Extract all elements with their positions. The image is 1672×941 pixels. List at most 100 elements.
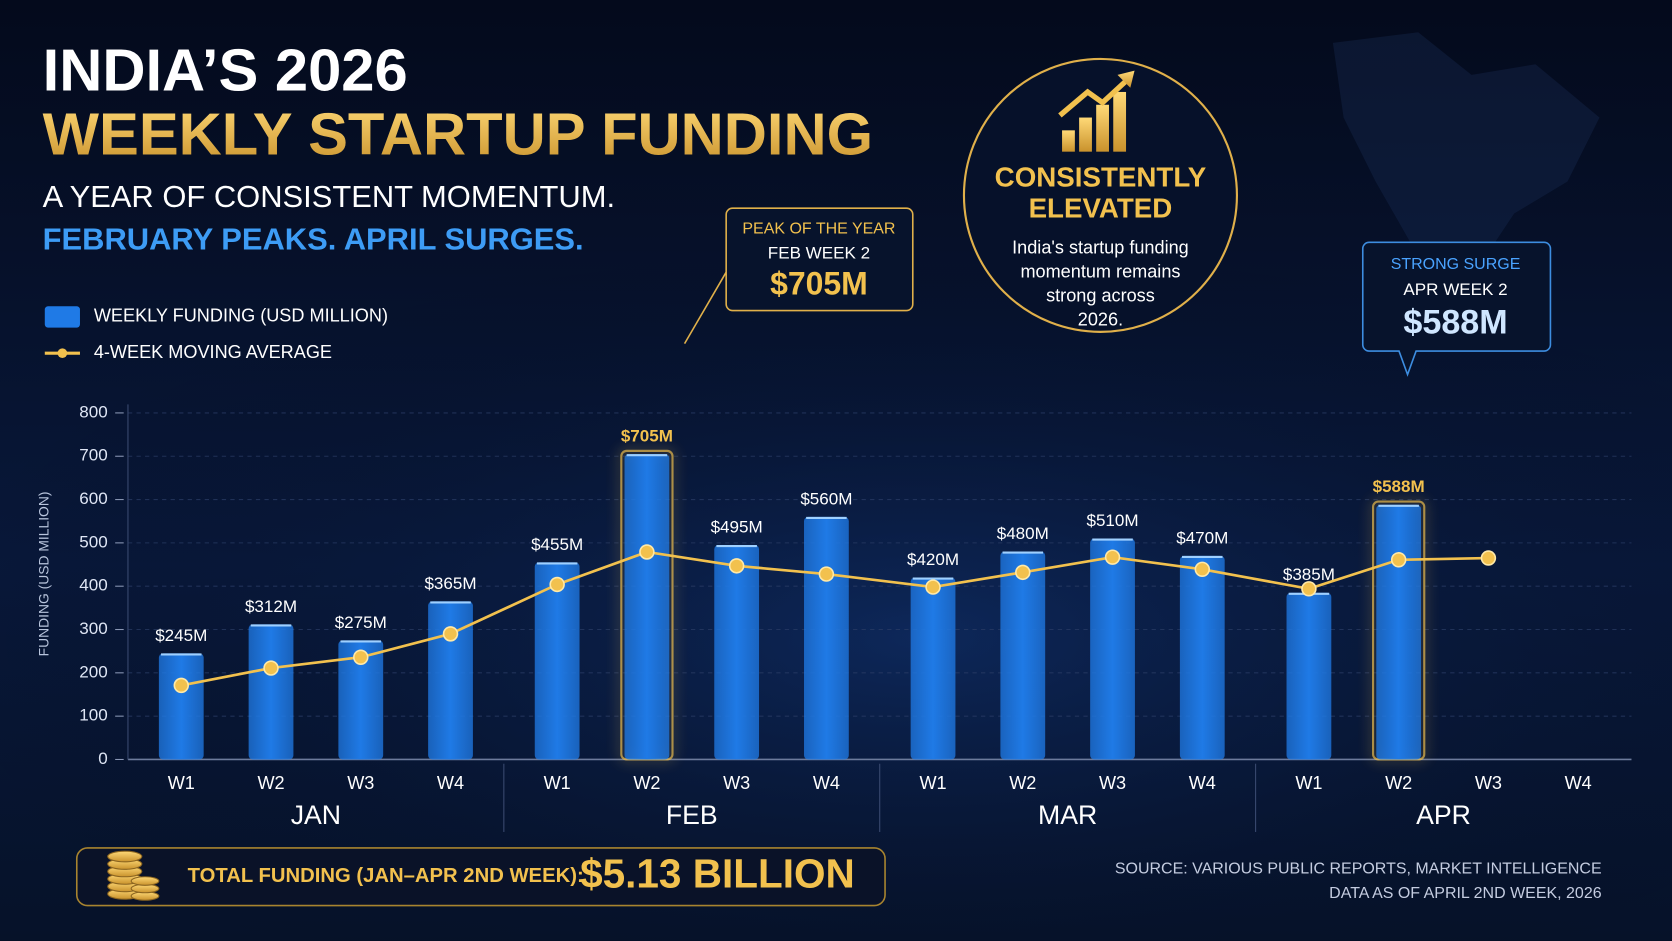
- moving-average-point: [639, 544, 655, 560]
- bar: [248, 624, 294, 760]
- callout-body-line: India's startup funding: [1012, 237, 1189, 257]
- callout-body-line: strong across: [1046, 285, 1155, 305]
- bar: [1000, 551, 1046, 760]
- surge-box: [1361, 241, 1552, 377]
- bar: [428, 601, 473, 760]
- moving-average-point: [173, 677, 190, 694]
- surge-label: APR WEEK 2: [1403, 280, 1507, 299]
- group-label: JAN: [291, 800, 341, 830]
- moving-average-point: [1390, 552, 1407, 568]
- x-tick-label: W3: [1475, 773, 1502, 793]
- data-label: $420M: [907, 550, 959, 569]
- bar: [158, 653, 204, 760]
- callout-circle: [962, 57, 1239, 333]
- total-value: $5.13 BILLION: [580, 850, 855, 896]
- x-tick-label: W2: [633, 773, 660, 793]
- x-tick-label: W1: [544, 773, 571, 793]
- x-tick-label: W4: [437, 773, 464, 793]
- peak-box: [725, 207, 914, 312]
- x-tick-label: W2: [1009, 773, 1036, 793]
- bar: [534, 562, 580, 760]
- tagline: FEBRUARY PEAKS. APRIL SURGES.: [43, 221, 584, 256]
- bar: [338, 640, 384, 760]
- y-tick-label: 600: [79, 489, 107, 508]
- peak-kicker: PEAK OF THE YEAR: [742, 221, 895, 238]
- data-label: $470M: [1176, 528, 1228, 547]
- callout-body-line: 2026.: [1078, 309, 1123, 329]
- y-tick-label: 200: [79, 662, 107, 681]
- legend-swatch: [44, 306, 80, 328]
- bar: [1286, 592, 1332, 760]
- title-line-1: INDIA’S 2026: [43, 37, 408, 104]
- y-tick-label: 0: [98, 749, 107, 768]
- data-label: $455M: [531, 535, 583, 554]
- callout-heading: ELEVATED: [1029, 193, 1173, 224]
- y-axis-label: FUNDING (USD MILLION): [35, 492, 51, 657]
- y-tick-label: 500: [79, 532, 107, 551]
- subtitle: A YEAR OF CONSISTENT MOMENTUM.: [43, 179, 615, 214]
- x-tick-label: W4: [813, 773, 840, 793]
- x-tick-label: W2: [257, 773, 284, 793]
- x-tick-label: W1: [919, 773, 946, 793]
- y-tick-label: 300: [79, 619, 107, 638]
- peak-label: FEB WEEK 2: [768, 244, 870, 263]
- legend-label: WEEKLY FUNDING (USD MILLION): [94, 306, 388, 326]
- moving-average-point: [1301, 581, 1317, 597]
- data-label: $275M: [335, 613, 387, 632]
- bar: [714, 545, 760, 760]
- data-label: $312M: [245, 597, 297, 616]
- bar: [624, 454, 670, 760]
- moving-average-point: [728, 558, 745, 574]
- data-label: $480M: [997, 524, 1049, 543]
- bar: [910, 577, 956, 760]
- group-label: MAR: [1038, 800, 1097, 830]
- y-tick-label: 800: [79, 402, 107, 421]
- callout-heading: CONSISTENTLY: [995, 162, 1207, 193]
- group-label: FEB: [666, 800, 718, 830]
- moving-average-point: [1194, 561, 1211, 578]
- y-tick-label: 700: [79, 446, 107, 465]
- moving-average-point: [925, 579, 941, 595]
- x-tick-label: W4: [1565, 773, 1592, 793]
- x-tick-label: W3: [1099, 773, 1126, 793]
- bar: [1376, 504, 1422, 760]
- title-line-2: WEEKLY STARTUP FUNDING: [43, 101, 873, 168]
- data-label: $588M: [1373, 477, 1425, 496]
- moving-average-point: [818, 566, 835, 582]
- peak-pointer: [683, 271, 727, 345]
- moving-average-point: [1480, 550, 1497, 566]
- bar: [1090, 538, 1135, 760]
- data-label: $510M: [1086, 511, 1138, 530]
- data-label: $245M: [155, 626, 207, 645]
- moving-average-point: [263, 660, 279, 676]
- moving-average-point: [442, 626, 459, 642]
- legend-swatch: [57, 348, 68, 359]
- total-box: [75, 847, 886, 907]
- data-label: $495M: [711, 517, 763, 536]
- x-tick-label: W4: [1189, 773, 1216, 793]
- growth-icon: [1058, 70, 1135, 152]
- peak-value: $705M: [770, 265, 868, 301]
- surge-value: $588M: [1403, 303, 1507, 341]
- data-label: $705M: [621, 427, 673, 446]
- total-label: TOTAL FUNDING (JAN–APR 2ND WEEK):: [188, 865, 584, 887]
- callout-body: India's startup funding momentum remains s…: [1012, 237, 1189, 329]
- y-tick-label: 400: [79, 576, 107, 595]
- x-tick-label: W1: [1295, 773, 1322, 793]
- map-silhouette: [1332, 32, 1600, 278]
- data-label: $560M: [800, 489, 852, 508]
- moving-average-point: [353, 649, 369, 665]
- moving-average-point: [549, 576, 565, 593]
- data-label: $365M: [424, 574, 476, 593]
- surge-kicker: STRONG SURGE: [1391, 256, 1521, 273]
- y-tick-label: 100: [79, 706, 107, 725]
- coins-icon: [107, 850, 160, 901]
- bar: [1179, 555, 1225, 760]
- group-label: APR: [1416, 800, 1471, 830]
- x-tick-label: W3: [723, 773, 750, 793]
- bar: [804, 516, 849, 760]
- x-tick-label: W3: [347, 773, 374, 793]
- source: SOURCE: VARIOUS PUBLIC REPORTS, MARKET I…: [1115, 861, 1602, 878]
